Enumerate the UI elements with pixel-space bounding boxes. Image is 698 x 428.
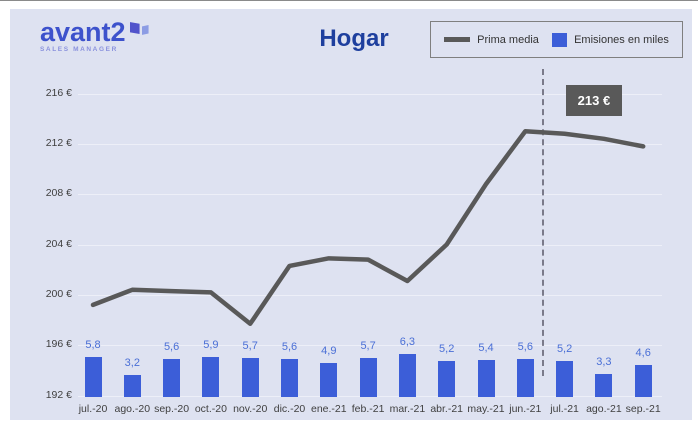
y-axis-tick-label: 208 € <box>45 187 72 200</box>
x-axis-tick-label: jun.-21 <box>509 403 542 415</box>
bar-value-label: 5,7 <box>242 339 258 352</box>
gridline <box>78 93 662 95</box>
y-axis-tick-label: 192 € <box>45 388 72 401</box>
bar-ago.-20 <box>123 375 141 397</box>
bar-feb.-21 <box>359 357 377 397</box>
bar-jul.-20 <box>84 357 102 397</box>
bar-oct.-20 <box>202 356 220 397</box>
bar-value-label: 5,6 <box>281 340 298 353</box>
bar-ago.-21 <box>595 374 613 397</box>
x-axis-tick-label: jul.-20 <box>78 403 108 415</box>
brand-logo: avant2 SALES MANAGER <box>40 19 200 53</box>
gridline <box>78 294 662 296</box>
y-axis-tick-label: 216 € <box>45 86 72 99</box>
gridline <box>78 143 662 145</box>
page-title: Hogar <box>319 25 389 52</box>
legend-item-emisiones[interactable]: Emisiones en miles <box>552 32 669 47</box>
bar-nov.-20 <box>241 357 259 397</box>
bar-may.-21 <box>477 360 495 397</box>
legend-item-prima-media[interactable]: Prima media <box>444 34 539 46</box>
x-axis-tick-label: mar.-21 <box>389 403 426 415</box>
chart-legend: Prima media Emisiones en miles <box>430 21 683 58</box>
x-axis-tick-label: may.-21 <box>467 403 505 415</box>
x-axis-tick-label: ago.-20 <box>114 403 151 415</box>
logo-subtitle: SALES MANAGER <box>40 46 118 53</box>
bar-value-label: 5,6 <box>517 340 533 353</box>
x-axis-tick-label: sep.-20 <box>154 403 190 415</box>
x-axis-tick-label: abr.-21 <box>430 403 464 415</box>
bar-value-label: 3,2 <box>124 357 140 370</box>
gridline <box>78 194 662 196</box>
x-axis-tick-label: ene.-21 <box>310 403 347 415</box>
y-axis-tick-label: 212 € <box>45 136 72 149</box>
legend-label: Prima media <box>477 33 539 46</box>
x-axis-tick-label: dic.-20 <box>273 403 306 415</box>
bar-value-label: 5,6 <box>163 340 180 353</box>
annotation-callout: 213 € <box>565 85 622 116</box>
bar-value-label: 5,2 <box>556 343 573 356</box>
bar-dic.-20 <box>281 358 298 397</box>
x-axis-tick-label: ago.-21 <box>586 403 622 415</box>
chart-panel-background <box>10 9 692 420</box>
bar-jul.-21 <box>556 361 574 397</box>
bar-value-label: 5,9 <box>203 338 219 351</box>
bar-sep.-21 <box>634 365 652 397</box>
bar-value-label: 6,3 <box>399 335 416 348</box>
bar-value-label: 5,7 <box>360 339 376 352</box>
line-swatch-icon <box>444 37 471 42</box>
bar-ene.-21 <box>320 363 338 397</box>
bar-value-label: 5,2 <box>439 343 455 356</box>
x-axis-tick-label: jul.-21 <box>550 403 579 415</box>
x-axis-tick-label: oct.-20 <box>194 403 227 415</box>
bar-jun.-21 <box>516 358 534 397</box>
bar-value-label: 4,6 <box>635 347 651 360</box>
logo-wordmark: avant2 <box>40 17 126 47</box>
x-axis-tick-label: nov.-20 <box>233 403 268 415</box>
bar-value-label: 5,4 <box>478 342 494 354</box>
bar-swatch-icon <box>552 32 568 47</box>
forecast-divider-dashed-line <box>541 69 544 376</box>
bar-sep.-20 <box>163 358 181 397</box>
x-axis-tick-label: sep.-21 <box>625 403 661 415</box>
x-axis-tick-label: feb.-21 <box>351 403 385 415</box>
bar-value-label: 3,3 <box>596 356 612 369</box>
y-axis-tick-label: 204 € <box>45 237 72 250</box>
bar-value-label: 4,9 <box>321 345 337 358</box>
logo-flag-icon <box>129 22 152 38</box>
legend-label: Emisiones en miles <box>574 33 669 46</box>
y-axis-tick-label: 200 € <box>45 287 72 300</box>
bar-mar.-21 <box>398 353 416 397</box>
gridline <box>78 345 662 347</box>
bar-value-label: 5,8 <box>85 339 101 352</box>
bar-abr.-21 <box>438 361 456 397</box>
gridline <box>78 244 662 246</box>
y-axis-tick-label: 196 € <box>45 338 72 351</box>
